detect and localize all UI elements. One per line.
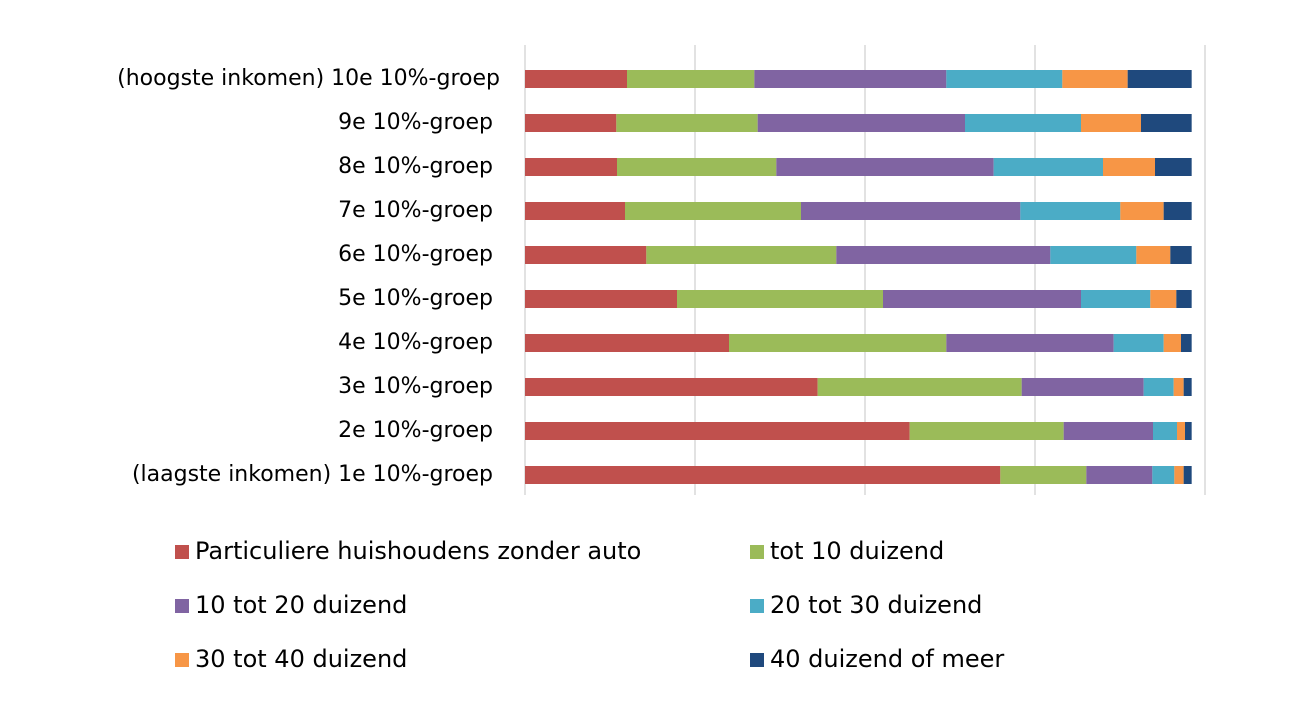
- legend-swatch: [175, 599, 189, 613]
- bar-segment: [993, 158, 1103, 176]
- bar-segment: [754, 70, 947, 88]
- y-tick-label: 7e 10%-groep: [338, 198, 493, 223]
- bar-segment: [1021, 378, 1144, 396]
- bar-segment: [1163, 334, 1181, 352]
- bar-segment: [1143, 378, 1174, 396]
- bar-segment: [1173, 378, 1184, 396]
- bar-segment: [677, 290, 883, 308]
- bar-segment: [817, 378, 1022, 396]
- bar-segment: [1170, 246, 1192, 264]
- bar-segment: [801, 202, 1021, 220]
- bar-segment: [627, 70, 755, 88]
- legend-swatch: [750, 599, 764, 613]
- bar-segment: [525, 334, 729, 352]
- bar-segment: [1185, 422, 1192, 440]
- bar-segment: [883, 290, 1081, 308]
- bar-segment: [1103, 158, 1155, 176]
- bar-segment: [625, 202, 801, 220]
- bar-segment: [1120, 202, 1164, 220]
- y-tick-label: 5e 10%-groep: [338, 286, 493, 311]
- y-tick-label: 8e 10%-groep: [338, 154, 493, 179]
- bar-segment: [525, 202, 625, 220]
- bar-segment: [965, 114, 1081, 132]
- bar-segment: [1152, 466, 1175, 484]
- bar-segment: [525, 422, 910, 440]
- y-tick-label: (laagste inkomen) 1e 10%-groep: [132, 462, 493, 487]
- legend-swatch: [175, 653, 189, 667]
- bar-segment: [1086, 466, 1153, 484]
- bar-segment: [525, 290, 677, 308]
- bar-segment: [1136, 246, 1171, 264]
- bar-segment: [1181, 334, 1192, 352]
- bar-segment: [1050, 246, 1137, 264]
- bar-segment: [729, 334, 947, 352]
- y-tick-label: 2e 10%-groep: [338, 418, 493, 443]
- bar-segment: [525, 70, 627, 88]
- bar-segment: [836, 246, 1051, 264]
- bar-segment: [646, 246, 837, 264]
- bar-segment: [1163, 202, 1192, 220]
- bar-segment: [1176, 290, 1192, 308]
- y-tick-label: 6e 10%-groep: [338, 242, 493, 267]
- legend-swatch: [750, 653, 764, 667]
- bar-segment: [1000, 466, 1087, 484]
- bar-segment: [616, 114, 758, 132]
- bar-segment: [1113, 334, 1164, 352]
- legend-swatch: [175, 545, 189, 559]
- bar-segment: [1183, 378, 1192, 396]
- bar-segment: [1081, 114, 1141, 132]
- bar-segment: [1062, 70, 1128, 88]
- bar-segment: [1153, 422, 1177, 440]
- bar-segment: [1141, 114, 1192, 132]
- y-tick-label: (hoogste inkomen) 10e 10%-groep: [117, 66, 500, 91]
- bar-segment: [776, 158, 994, 176]
- bar-segment: [525, 246, 647, 264]
- legend-label: 30 tot 40 duizend: [195, 645, 407, 673]
- bar-segment: [525, 114, 617, 132]
- bar-segment: [525, 158, 617, 176]
- legend-swatch: [750, 545, 764, 559]
- legend-label: 10 tot 20 duizend: [195, 591, 407, 619]
- legend-label: tot 10 duizend: [770, 537, 944, 565]
- legend-label: 20 tot 30 duizend: [770, 591, 982, 619]
- bar-segment: [617, 158, 777, 176]
- bar-segment: [1150, 290, 1177, 308]
- bar-segment: [909, 422, 1064, 440]
- y-tick-label: 4e 10%-groep: [338, 330, 493, 355]
- bar-segment: [1177, 422, 1185, 440]
- bar-segment: [525, 378, 818, 396]
- bar-segment: [1081, 290, 1151, 308]
- bar-segment: [946, 334, 1114, 352]
- bar-segment: [1155, 158, 1192, 176]
- bar-segment: [1174, 466, 1184, 484]
- bar-segment: [1020, 202, 1121, 220]
- bar-segment: [946, 70, 1063, 88]
- bar-segment: [1127, 70, 1192, 88]
- bar-segment: [525, 466, 1001, 484]
- bar-segment: [1063, 422, 1153, 440]
- y-tick-label: 3e 10%-groep: [338, 374, 493, 399]
- bar-segment: [757, 114, 965, 132]
- y-tick-label: 9e 10%-groep: [338, 110, 493, 135]
- bar-segment: [1183, 466, 1192, 484]
- legend-label: Particuliere huishoudens zonder auto: [195, 537, 641, 565]
- legend-label: 40 duizend of meer: [770, 645, 1004, 673]
